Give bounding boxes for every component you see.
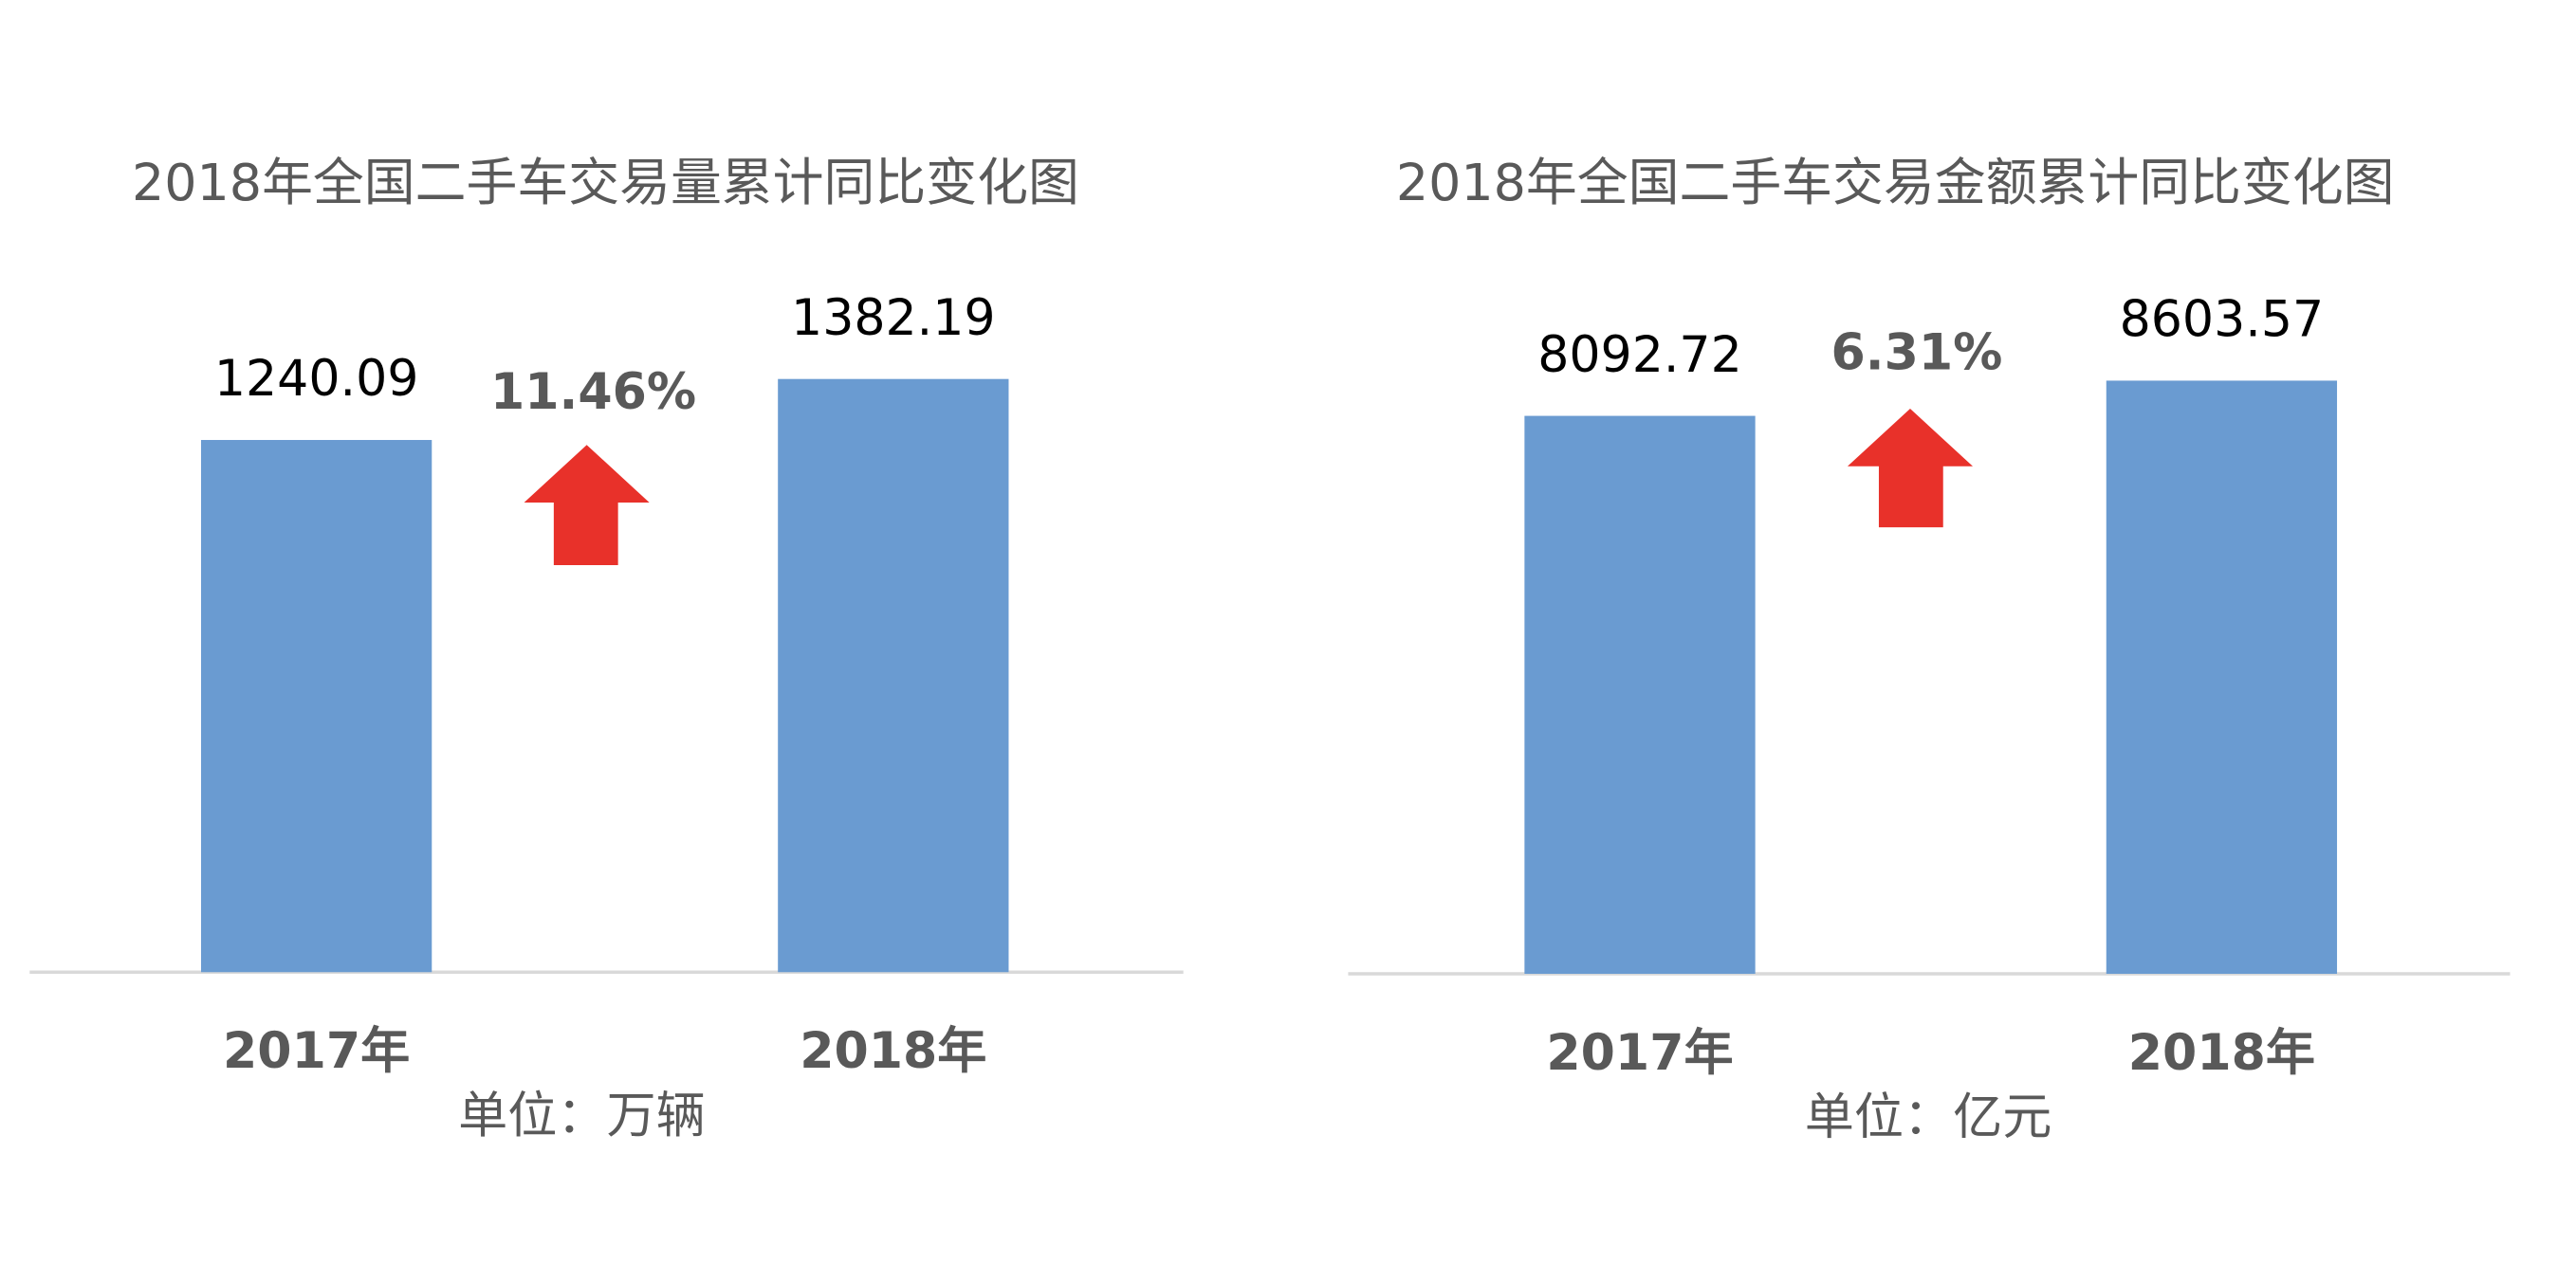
value-label: 8092.72 xyxy=(1537,327,1742,384)
value-label: 1240.09 xyxy=(214,351,419,408)
growth-annotation: 11.46% xyxy=(490,364,696,421)
bar xyxy=(1524,415,1756,975)
value-label: 1382.19 xyxy=(791,290,996,347)
bar xyxy=(200,440,432,973)
up-arrow xyxy=(1847,408,1974,528)
chart-title: 2018年全国二手车交易量累计同比变化图 xyxy=(132,153,1079,212)
bar xyxy=(778,378,1009,973)
growth-annotation: 6.31% xyxy=(1831,324,2003,381)
x-tick-label: 2018年 xyxy=(2128,1025,2315,1082)
unit-label: 单位：亿元 xyxy=(1805,1089,2052,1146)
x-tick-label: 2017年 xyxy=(1546,1025,1733,1082)
unit-label: 单位：万辆 xyxy=(458,1088,706,1144)
bar xyxy=(2106,380,2338,975)
x-tick-label: 2017年 xyxy=(223,1023,410,1080)
x-tick-label: 2018年 xyxy=(800,1023,986,1080)
chart-title: 2018年全国二手车交易金额累计同比变化图 xyxy=(1396,153,2395,212)
value-label: 8603.57 xyxy=(2120,292,2325,349)
up-arrow xyxy=(524,445,650,566)
